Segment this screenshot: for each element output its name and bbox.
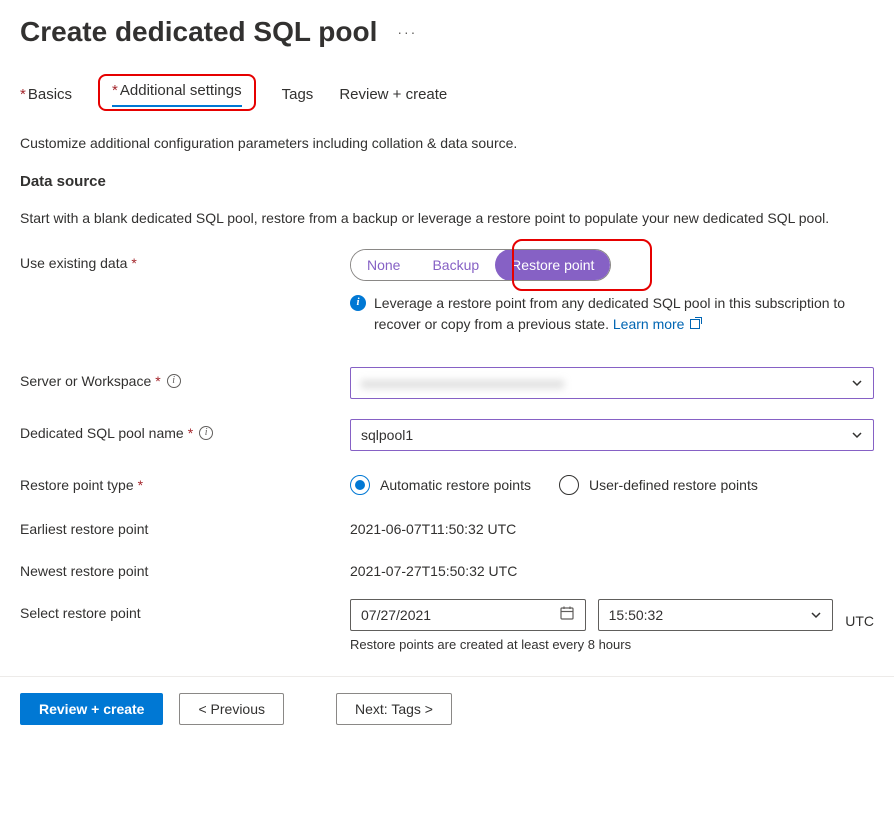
restore-point-type-label: Restore point type * xyxy=(20,471,350,493)
server-workspace-label: Server or Workspace * i xyxy=(20,367,350,389)
pill-backup[interactable]: Backup xyxy=(416,249,495,281)
data-source-description: Start with a blank dedicated SQL pool, r… xyxy=(20,208,874,228)
time-value: 15:50:32 xyxy=(609,607,664,623)
required-indicator: * xyxy=(20,86,26,103)
utc-label: UTC xyxy=(845,613,874,631)
radio-indicator xyxy=(559,475,579,495)
intro-text: Customize additional configuration param… xyxy=(20,133,874,153)
select-value: sqlpool1 xyxy=(361,427,413,443)
tab-label: Review + create xyxy=(339,86,447,103)
tab-label: Additional settings xyxy=(120,82,242,99)
info-tooltip-icon[interactable]: i xyxy=(167,374,181,388)
tab-basics[interactable]: *Basics xyxy=(20,86,72,111)
page-title: Create dedicated SQL pool xyxy=(20,16,377,48)
tab-bar: *Basics *Additional settings Tags Review… xyxy=(20,84,874,111)
label-text: Use existing data xyxy=(20,255,127,271)
radio-indicator xyxy=(350,475,370,495)
select-restore-label: Select restore point xyxy=(20,599,350,621)
pool-name-label: Dedicated SQL pool name * i xyxy=(20,419,350,441)
restore-point-type-radio-group: Automatic restore points User-defined re… xyxy=(350,471,874,495)
use-existing-data-label: Use existing data * xyxy=(20,249,350,271)
link-text: Learn more xyxy=(613,316,685,332)
tab-label: Basics xyxy=(28,86,72,103)
calendar-icon xyxy=(559,605,575,624)
chevron-down-icon xyxy=(851,377,863,389)
required-indicator: * xyxy=(131,255,136,271)
highlight-box-tab: *Additional settings xyxy=(98,74,256,111)
section-data-source-title: Data source xyxy=(20,173,874,190)
required-indicator: * xyxy=(155,373,160,389)
label-text: Earliest restore point xyxy=(20,521,148,537)
earliest-restore-value: 2021-06-07T11:50:32 UTC xyxy=(350,515,874,537)
next-button[interactable]: Next: Tags > xyxy=(336,693,452,725)
server-workspace-select[interactable]: xxxxxxxxxxxxxxxxxxxxxxxxxxxxx xyxy=(350,367,874,399)
tab-label: Tags xyxy=(282,86,314,103)
label-text: Select restore point xyxy=(20,605,141,621)
restore-helper-text: Restore points are created at least ever… xyxy=(350,637,874,652)
learn-more-link[interactable]: Learn more xyxy=(613,316,700,332)
tab-review-create[interactable]: Review + create xyxy=(339,86,447,111)
label-text: Dedicated SQL pool name xyxy=(20,425,184,441)
required-indicator: * xyxy=(188,425,193,441)
earliest-restore-label: Earliest restore point xyxy=(20,515,350,537)
info-tooltip-icon[interactable]: i xyxy=(199,426,213,440)
pill-none[interactable]: None xyxy=(351,249,416,281)
required-indicator: * xyxy=(112,82,118,99)
label-text: Server or Workspace xyxy=(20,373,151,389)
chevron-down-icon xyxy=(810,609,822,621)
use-existing-data-toggle: None Backup Restore point xyxy=(350,249,611,281)
required-indicator: * xyxy=(138,477,143,493)
newest-restore-value: 2021-07-27T15:50:32 UTC xyxy=(350,557,874,579)
tab-tags[interactable]: Tags xyxy=(282,86,314,111)
restore-date-input[interactable]: 07/27/2021 xyxy=(350,599,586,631)
radio-automatic[interactable]: Automatic restore points xyxy=(350,475,531,495)
radio-user-defined[interactable]: User-defined restore points xyxy=(559,475,758,495)
pool-name-select[interactable]: sqlpool1 xyxy=(350,419,874,451)
radio-label: User-defined restore points xyxy=(589,477,758,493)
label-text: Newest restore point xyxy=(20,563,148,579)
select-value: xxxxxxxxxxxxxxxxxxxxxxxxxxxxx xyxy=(361,375,564,391)
info-text-content: Leverage a restore point from any dedica… xyxy=(374,295,845,332)
more-icon[interactable]: ··· xyxy=(397,24,417,40)
pill-restore-point[interactable]: Restore point xyxy=(495,249,610,281)
label-text: Restore point type xyxy=(20,477,134,493)
previous-button[interactable]: < Previous xyxy=(179,693,284,725)
restore-time-input[interactable]: 15:50:32 xyxy=(598,599,834,631)
date-value: 07/27/2021 xyxy=(361,607,431,623)
info-icon: i xyxy=(350,295,366,311)
info-text: Leverage a restore point from any dedica… xyxy=(374,293,874,335)
chevron-down-icon xyxy=(851,429,863,441)
newest-restore-label: Newest restore point xyxy=(20,557,350,579)
footer-bar: Review + create < Previous Next: Tags > xyxy=(0,676,894,741)
tab-additional-settings[interactable]: *Additional settings xyxy=(112,82,242,107)
review-create-button[interactable]: Review + create xyxy=(20,693,163,725)
radio-label: Automatic restore points xyxy=(380,477,531,493)
external-link-icon xyxy=(690,319,700,329)
